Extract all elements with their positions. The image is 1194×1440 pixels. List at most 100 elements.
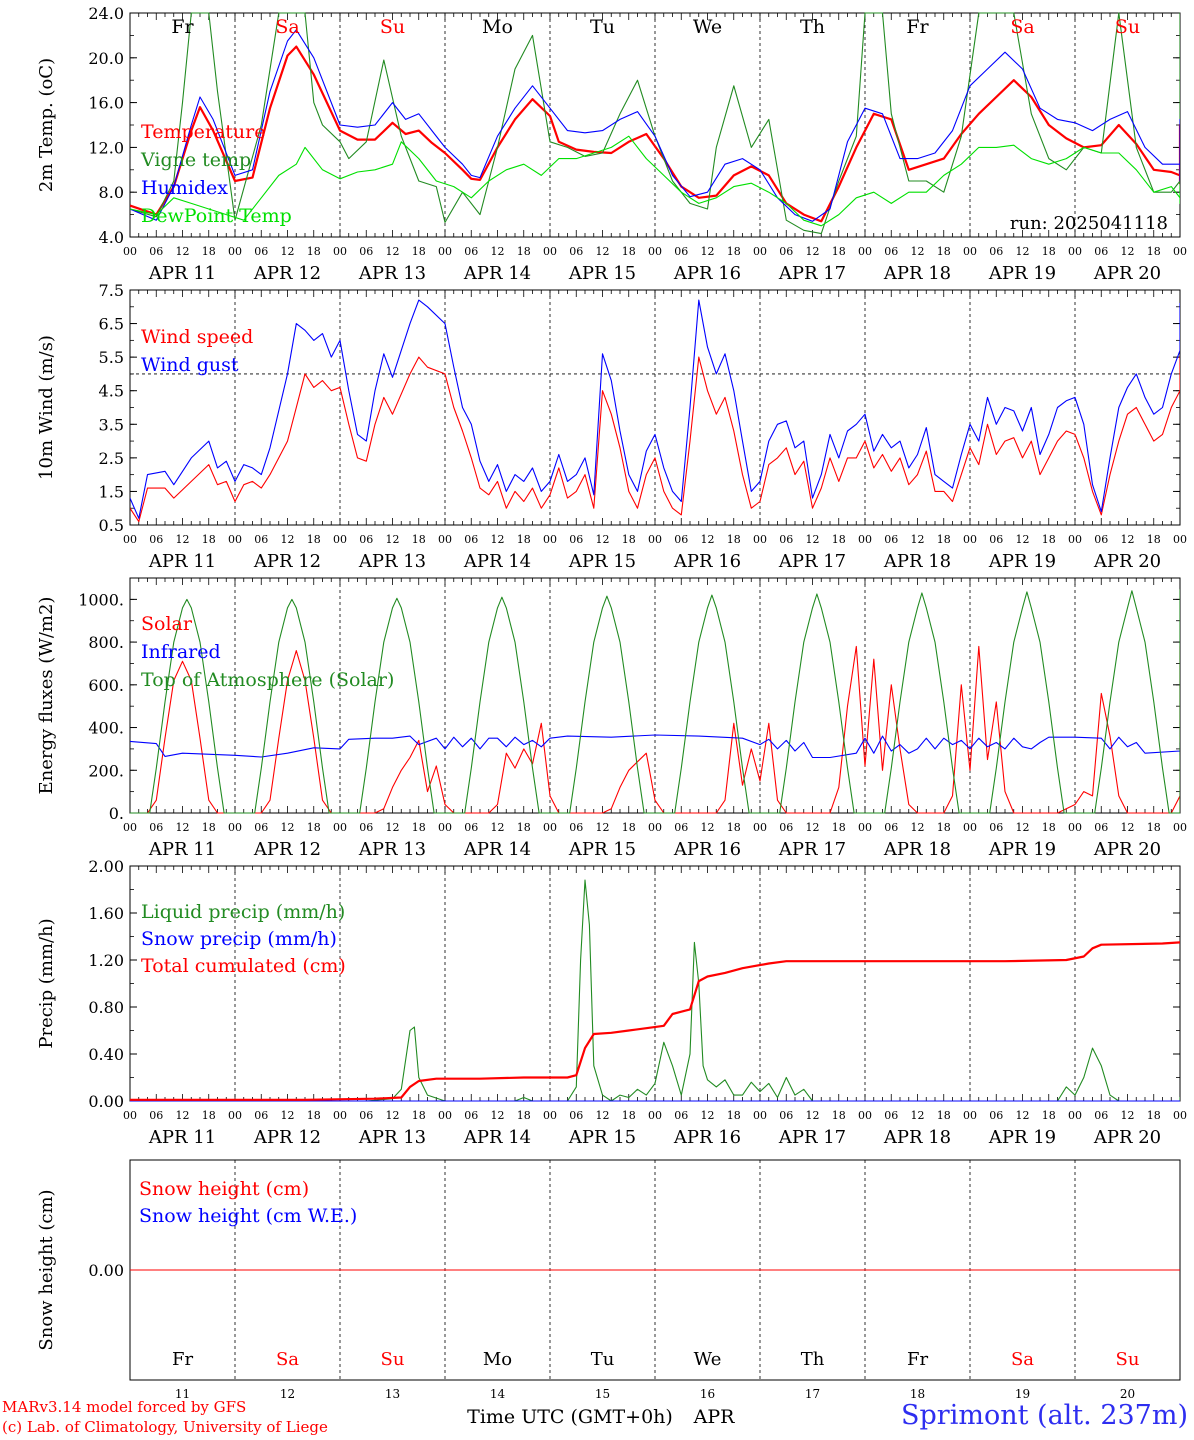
y-tick-label: 0.5 bbox=[99, 516, 124, 535]
x-tick-label: 06 bbox=[149, 533, 163, 546]
x-tick-label: 00 bbox=[438, 1109, 452, 1122]
y-tick-label: 7.5 bbox=[99, 281, 124, 300]
x-date-label: APR 15 bbox=[568, 1127, 636, 1148]
x-tick-label: 12 bbox=[806, 821, 820, 834]
x-date-label: APR 12 bbox=[253, 551, 321, 572]
x-tick-label: 12 bbox=[491, 245, 505, 258]
day-of-week-label: Mo bbox=[483, 1349, 512, 1370]
y-tick-label: 2.5 bbox=[99, 449, 124, 468]
x-tick-label: 00 bbox=[123, 821, 137, 834]
legend-entry: Snow height (cm) bbox=[139, 1178, 309, 1200]
x-date-label: APR 17 bbox=[778, 1127, 846, 1148]
x-date-label: APR 11 bbox=[148, 263, 216, 284]
x-tick-label: 06 bbox=[149, 1109, 163, 1122]
series-line-solar bbox=[130, 645, 1180, 814]
x-tick-label: 12 bbox=[281, 1109, 295, 1122]
x-tick-label: 12 bbox=[596, 821, 610, 834]
x-tick-label: 12 bbox=[281, 533, 295, 546]
x-tick-label: 06 bbox=[779, 533, 793, 546]
day-number-label: 19 bbox=[1015, 1387, 1030, 1401]
x-tick-label: 18 bbox=[832, 821, 846, 834]
x-date-label: APR 19 bbox=[988, 263, 1056, 284]
x-date-label: APR 16 bbox=[673, 551, 741, 572]
x-date-label: APR 14 bbox=[463, 1127, 531, 1148]
y-tick-label: 4.5 bbox=[99, 382, 124, 401]
series-line-wind-gust bbox=[130, 299, 1180, 519]
x-tick-label: 18 bbox=[937, 533, 951, 546]
x-date-label: APR 16 bbox=[673, 839, 741, 860]
x-tick-label: 00 bbox=[543, 533, 557, 546]
day-number-label: 20 bbox=[1120, 1387, 1135, 1401]
x-tick-label: 12 bbox=[176, 245, 190, 258]
x-tick-label: 00 bbox=[333, 245, 347, 258]
x-date-label: APR 11 bbox=[148, 551, 216, 572]
x-date-label: APR 12 bbox=[253, 839, 321, 860]
day-number-label: 18 bbox=[910, 1387, 925, 1401]
y-tick-label: 4.0 bbox=[99, 228, 124, 247]
x-tick-label: 00 bbox=[438, 245, 452, 258]
x-tick-label: 00 bbox=[648, 1109, 662, 1122]
day-of-week-label: Sa bbox=[275, 16, 299, 38]
plot-frame bbox=[129, 12, 1181, 238]
x-tick-label: 06 bbox=[149, 245, 163, 258]
x-tick-label: 18 bbox=[622, 245, 636, 258]
day-of-week-label: Su bbox=[380, 16, 405, 38]
x-tick-label: 12 bbox=[1016, 1109, 1030, 1122]
day-of-week-label: Mo bbox=[482, 16, 513, 38]
x-date-label: APR 11 bbox=[148, 839, 216, 860]
x-tick-label: 06 bbox=[569, 1109, 583, 1122]
x-tick-label: 00 bbox=[438, 533, 452, 546]
x-tick-label: 18 bbox=[937, 245, 951, 258]
x-tick-label: 12 bbox=[176, 533, 190, 546]
series-line-dewpoint-temp bbox=[130, 135, 1180, 227]
y-axis-title: Precip (mm/h) bbox=[36, 918, 57, 1048]
x-tick-label: 06 bbox=[359, 1109, 373, 1122]
x-tick-label: 00 bbox=[858, 533, 872, 546]
x-tick-label: 06 bbox=[149, 821, 163, 834]
x-tick-label: 06 bbox=[464, 1109, 478, 1122]
series-line-total-cumulated-cm- bbox=[130, 941, 1180, 1101]
day-of-week-label: Fr bbox=[906, 16, 929, 38]
x-date-label: APR 14 bbox=[463, 263, 531, 284]
day-of-week-label: Th bbox=[801, 1349, 825, 1370]
x-tick-label: 12 bbox=[596, 1109, 610, 1122]
x-date-label: APR 20 bbox=[1093, 839, 1161, 860]
x-tick-label: 00 bbox=[1173, 245, 1187, 258]
x-tick-label: 12 bbox=[386, 1109, 400, 1122]
x-tick-label: 06 bbox=[674, 245, 688, 258]
x-axis-month: APR bbox=[693, 1406, 736, 1428]
x-tick-label: 06 bbox=[884, 245, 898, 258]
x-tick-label: 00 bbox=[963, 533, 977, 546]
x-tick-label: 00 bbox=[753, 533, 767, 546]
y-tick-label: 12.0 bbox=[88, 138, 124, 157]
series-line-top-of-atmosphere-solar- bbox=[130, 589, 1180, 814]
x-tick-label: 12 bbox=[1016, 245, 1030, 258]
x-tick-label: 18 bbox=[937, 821, 951, 834]
x-tick-label: 18 bbox=[202, 821, 216, 834]
x-tick-label: 00 bbox=[543, 1109, 557, 1122]
day-of-week-label: Su bbox=[1115, 16, 1140, 38]
x-tick-label: 00 bbox=[438, 821, 452, 834]
run-label: run: 2025041118 bbox=[1010, 213, 1168, 234]
series-line-liquid-precip-mm-h- bbox=[130, 879, 1180, 1102]
day-of-week-label: Sa bbox=[1011, 1349, 1034, 1370]
x-tick-label: 00 bbox=[858, 245, 872, 258]
y-axis-title: 2m Temp. (oC) bbox=[36, 58, 57, 192]
x-tick-label: 18 bbox=[832, 533, 846, 546]
x-tick-label: 12 bbox=[701, 533, 715, 546]
x-tick-label: 12 bbox=[491, 1109, 505, 1122]
panel-3 bbox=[129, 577, 1181, 814]
x-tick-label: 12 bbox=[1121, 1109, 1135, 1122]
x-tick-label: 00 bbox=[648, 245, 662, 258]
x-tick-label: 06 bbox=[254, 821, 268, 834]
legend-entry: Total cumulated (cm) bbox=[141, 955, 346, 977]
x-tick-label: 18 bbox=[727, 533, 741, 546]
x-tick-label: 06 bbox=[674, 821, 688, 834]
y-tick-label: 1.20 bbox=[88, 951, 124, 970]
x-tick-label: 18 bbox=[622, 1109, 636, 1122]
x-tick-label: 06 bbox=[569, 821, 583, 834]
x-tick-label: 12 bbox=[386, 533, 400, 546]
x-tick-label: 12 bbox=[386, 821, 400, 834]
x-date-label: APR 13 bbox=[358, 1127, 426, 1148]
x-tick-label: 00 bbox=[1173, 533, 1187, 546]
